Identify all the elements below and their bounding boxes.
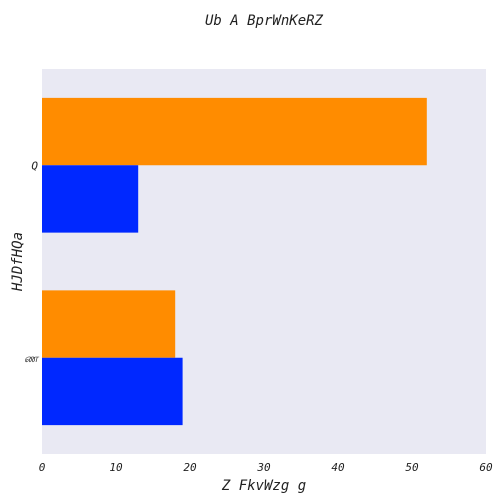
bar-2-series-2 [42, 357, 183, 426]
y-axis-label: HJDfHQa [10, 232, 26, 292]
x-tick-label: 20 [183, 461, 197, 474]
y-tick-label: Q [31, 159, 38, 172]
x-tick-label: 50 [405, 461, 419, 474]
x-axis-label: Z FkvWzg g [221, 478, 306, 494]
bar-1-series-1 [42, 97, 427, 166]
x-tick-label: 60 [479, 461, 493, 474]
x-ticks: 0 10 20 30 40 50 60 [39, 461, 493, 474]
chart-title: Ub A BprWnKeRZ [205, 13, 324, 29]
x-tick-label: 40 [331, 461, 345, 474]
x-tick-label: 30 [256, 461, 271, 474]
bars-group [42, 97, 427, 426]
bar-2-series-1 [42, 290, 176, 358]
y-ticks: Qண [24, 159, 40, 365]
x-tick-label: 0 [39, 461, 46, 474]
x-tick-label: 10 [109, 461, 123, 474]
bar-1-series-2 [42, 165, 139, 233]
y-tick-label: ண [24, 352, 40, 365]
